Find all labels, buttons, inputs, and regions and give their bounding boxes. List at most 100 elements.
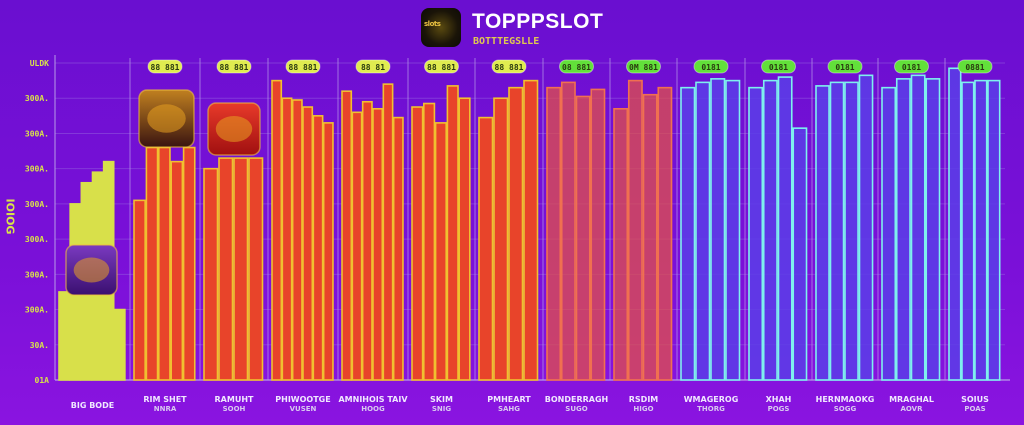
bar [910, 74, 926, 381]
x-tick-label: RSDIM [629, 395, 659, 404]
bar [762, 79, 778, 381]
value-badge-text: 88 881 [220, 63, 249, 72]
y-tick-label: 01A [35, 376, 50, 385]
x-tick-label: PMHEART [487, 395, 531, 404]
value-badge-text: 0881 [965, 63, 984, 72]
bar [844, 81, 859, 381]
y-tick-label: 300A. [25, 129, 49, 138]
bar [695, 81, 711, 381]
bar [434, 122, 448, 381]
value-badge [147, 59, 183, 74]
bar [792, 127, 808, 381]
y-tick-label: 300A. [25, 306, 49, 315]
bar [493, 97, 509, 381]
x-tick-sublabel: POGS [768, 405, 790, 413]
bar [575, 95, 591, 381]
value-badge-text: 88 881 [289, 63, 318, 72]
bar [291, 99, 303, 381]
bar [322, 122, 334, 381]
slot-game-icon-emblem [73, 257, 110, 283]
bar [948, 67, 962, 381]
y-tick-label: 300A. [25, 235, 49, 244]
value-badge [424, 59, 459, 74]
value-badge-text: 0181 [835, 63, 854, 72]
bar [627, 79, 643, 381]
value-badge [693, 59, 729, 74]
y-tick-label: 300A. [25, 200, 49, 209]
x-tick-label: MRAGHAL [889, 395, 934, 404]
bar [642, 93, 658, 381]
value-badge [491, 59, 527, 74]
x-tick-sublabel: AOVR [901, 405, 924, 413]
chart-title: TOPPPSLOT [472, 10, 604, 33]
value-badge [761, 59, 796, 74]
value-badge-text: 0181 [701, 63, 720, 72]
bar [114, 308, 126, 381]
bar [203, 167, 219, 381]
bar [382, 83, 394, 381]
bar [341, 90, 353, 381]
bar [895, 78, 911, 381]
x-tick-label: BIG BODE [71, 401, 114, 410]
bar [218, 157, 234, 381]
bar [680, 86, 696, 381]
x-tick-label: XHAH [766, 395, 792, 404]
bar [182, 146, 196, 381]
bar [478, 116, 494, 381]
bar [392, 116, 404, 381]
x-tick-sublabel: NNRA [154, 405, 177, 413]
bar [302, 106, 314, 381]
bar [248, 157, 264, 381]
bar [523, 79, 539, 381]
x-tick-label: SKIM [430, 395, 453, 404]
y-tick-label: 30A. [30, 341, 49, 350]
bar [446, 85, 459, 381]
bar [351, 111, 363, 381]
bar [546, 86, 562, 381]
bar [312, 115, 324, 381]
bar [422, 102, 436, 381]
x-tick-sublabel: POAS [964, 405, 985, 413]
bar [657, 86, 673, 381]
bar [815, 85, 830, 381]
value-badge [957, 59, 993, 74]
x-tick-label: HERNMAOKG [816, 395, 875, 404]
bar [613, 107, 629, 381]
bar [987, 79, 1001, 381]
x-tick-sublabel: SOGG [834, 405, 857, 413]
x-tick-label: AMNIHOIS TAIV [338, 395, 408, 404]
slot-game-icon-emblem [147, 104, 186, 133]
value-badge [626, 59, 661, 74]
value-badge [559, 59, 594, 74]
app-logo: slots [421, 8, 461, 47]
bar [372, 107, 384, 381]
bar [748, 86, 764, 381]
x-tick-label: RIM SHET [143, 395, 187, 404]
x-tick-label: WMAGEROG [684, 395, 739, 404]
bar [858, 74, 874, 381]
x-tick-sublabel: HIGO [633, 405, 653, 413]
value-badge-text: 0181 [902, 63, 921, 72]
x-tick-sublabel: HOOG [361, 405, 385, 413]
value-badge [355, 59, 391, 74]
value-badge-text: 08 881 [562, 63, 591, 72]
bar [133, 199, 146, 381]
x-tick-sublabel: SUGO [565, 405, 587, 413]
bar [145, 146, 159, 381]
x-tick-sublabel: THORG [697, 405, 725, 413]
y-tick-label: 300A. [25, 165, 49, 174]
x-tick-label: RAMUHT [215, 395, 255, 404]
logo-text: slots [424, 20, 441, 28]
value-badge-text: 88 881 [151, 63, 180, 72]
value-badge-text: 0M 881 [629, 63, 658, 72]
bar [725, 79, 741, 381]
bar [508, 86, 524, 381]
value-badge-text: 88 881 [427, 63, 456, 72]
value-badge [216, 59, 252, 74]
bar [974, 79, 988, 381]
x-tick-sublabel: SAHG [498, 405, 520, 413]
y-tick-label: 300A. [25, 270, 49, 279]
value-badge [827, 59, 863, 74]
bar [170, 160, 184, 381]
